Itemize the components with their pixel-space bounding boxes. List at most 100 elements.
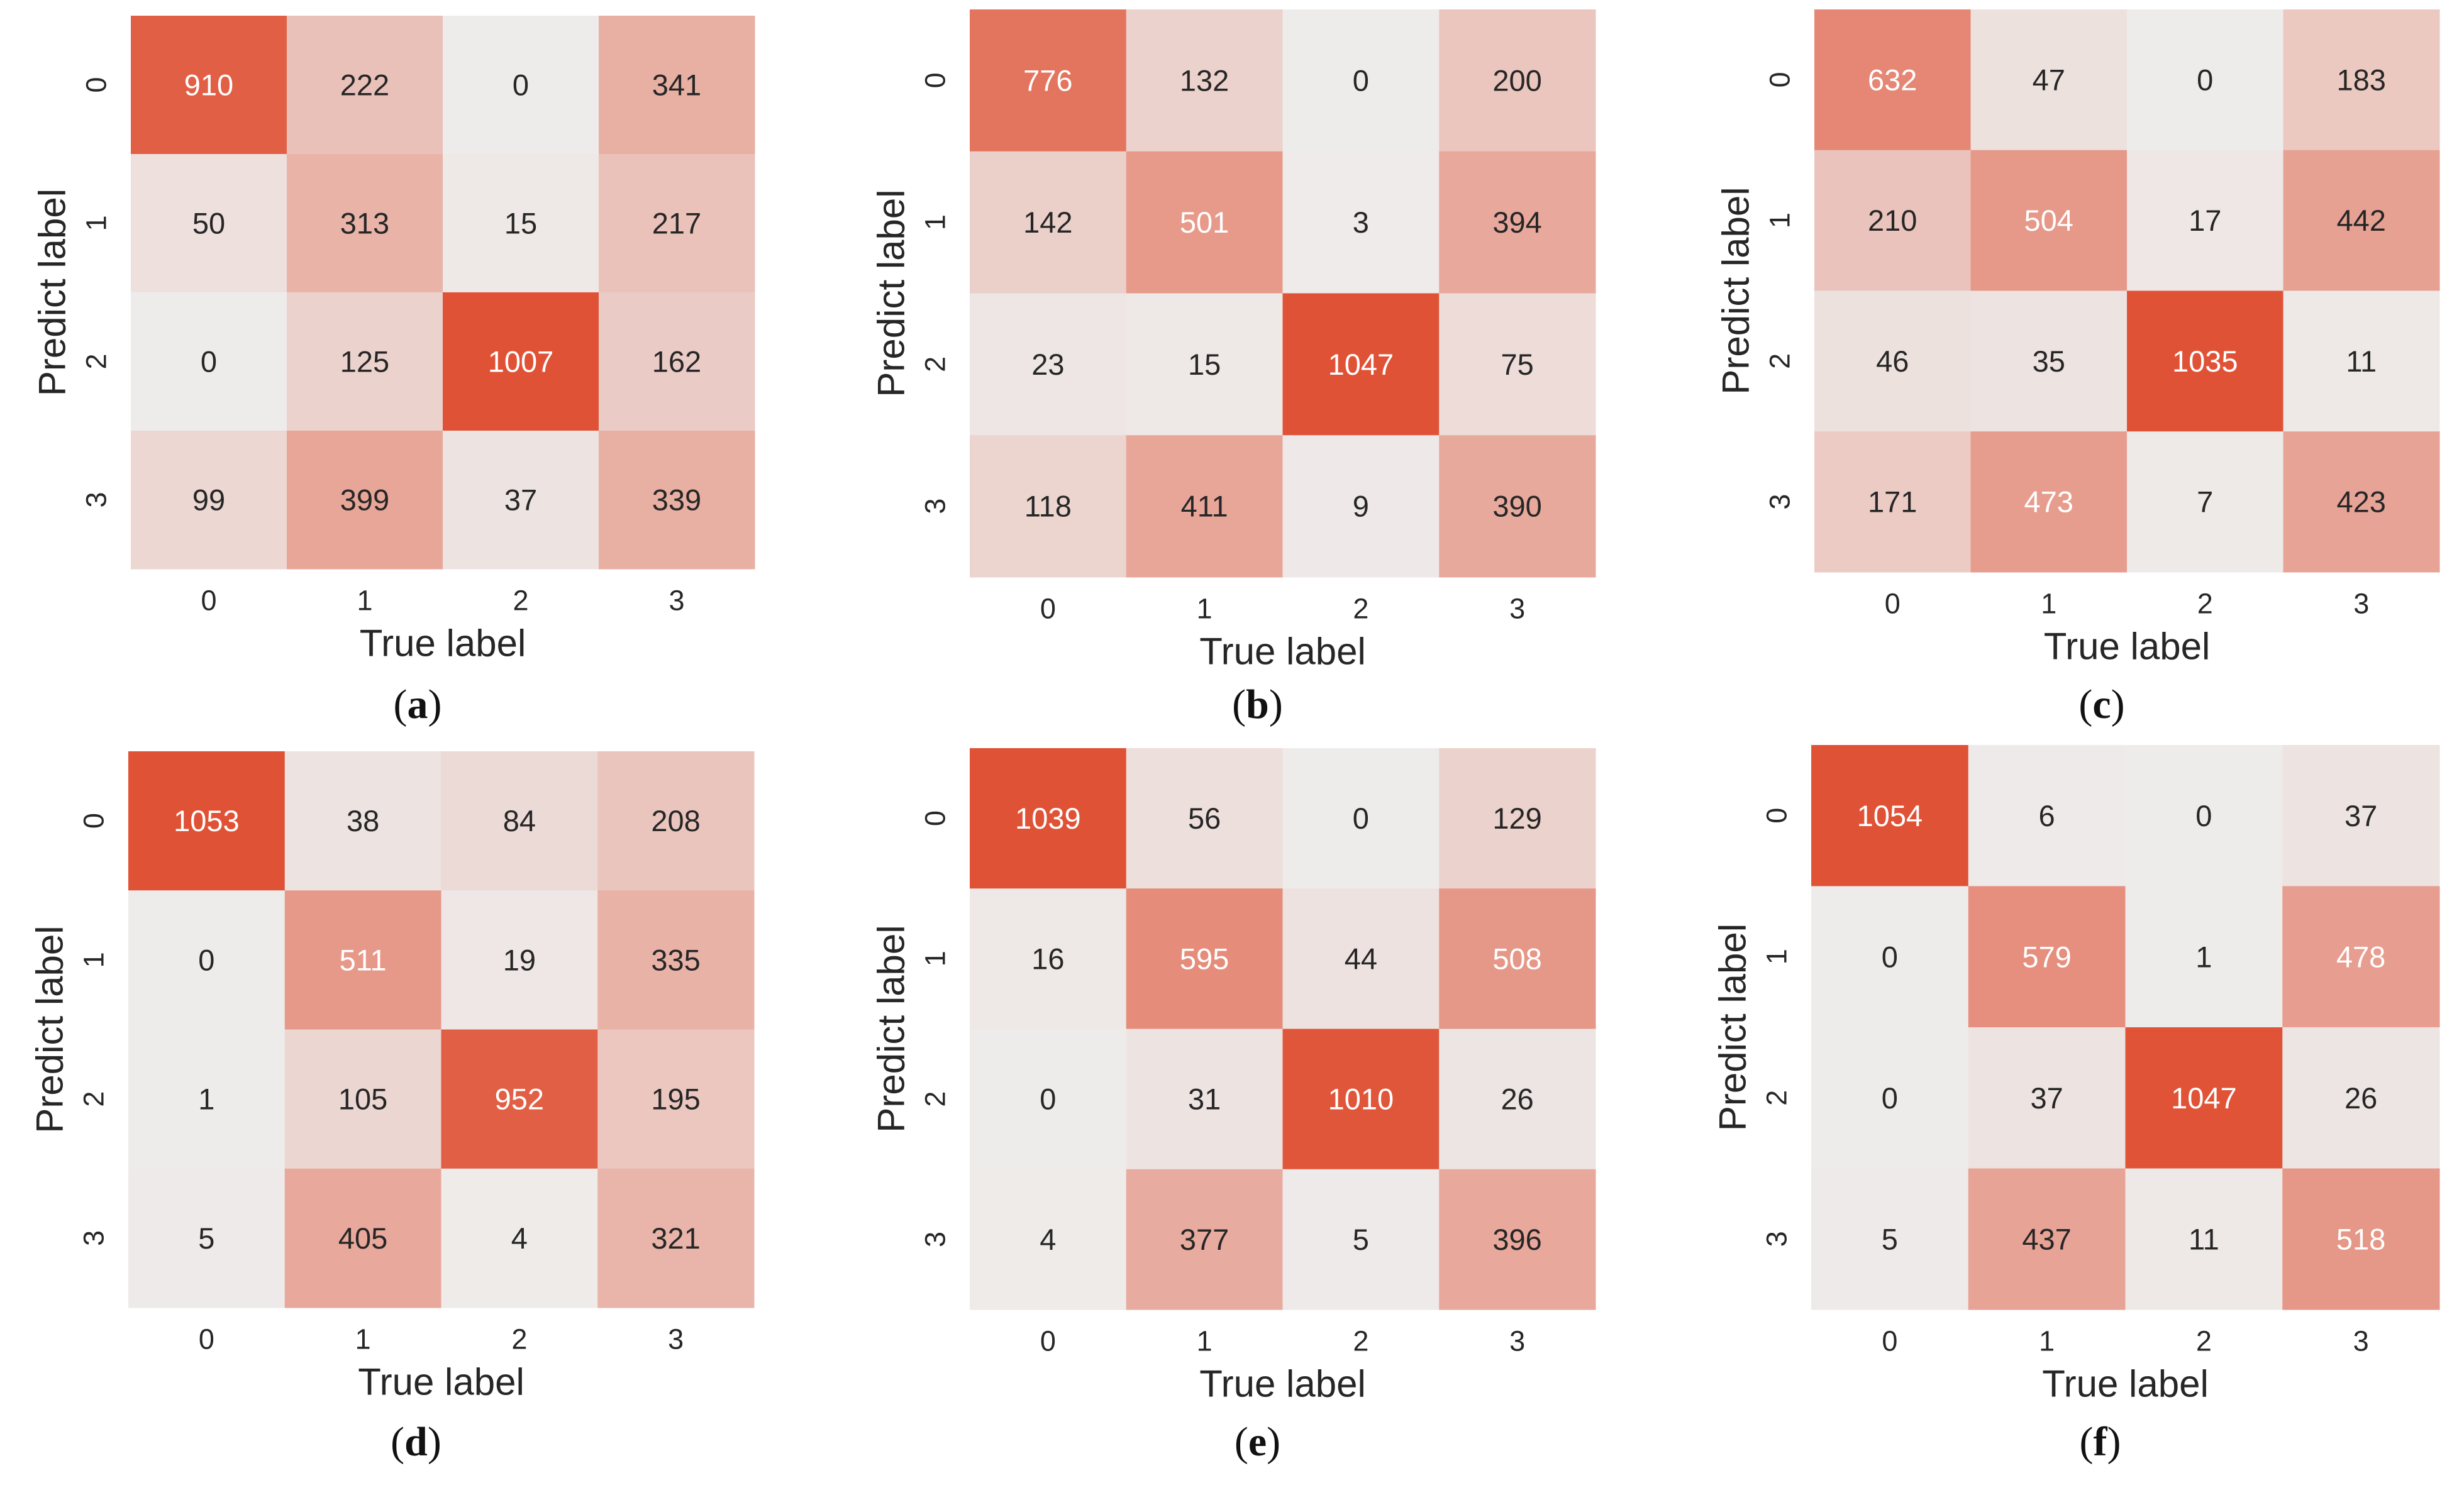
heatmap-cell [1970,9,2128,151]
y-axis-title: Predict label [1712,924,1754,1131]
cell-value-label: 222 [340,69,389,102]
cell-value-label: 377 [1180,1223,1229,1256]
heatmap-cell [599,292,755,431]
cell-value-label: 1035 [2172,345,2238,378]
heatmap-cell [131,292,287,431]
cell-value-label: 1053 [174,804,240,837]
x-axis-title: True label [358,1361,524,1403]
heatmap-cell [2282,1168,2440,1310]
heatmap-cell [1814,431,1971,573]
cell-value-label: 7 [2197,485,2213,519]
heatmap-cell [131,431,287,570]
heatmap-cell [1968,1027,2126,1169]
heatmap-cell [128,1029,286,1169]
heatmap-cell [287,154,443,293]
cell-value-label: 23 [1031,348,1064,381]
cell-value-label: 442 [2337,204,2386,237]
heatmap-cell [2283,431,2440,573]
heatmap-cell [1126,435,1283,578]
cell-value-label: 4 [511,1222,528,1255]
y-tick-label: 2 [919,1091,952,1107]
heatmap-cell [284,890,441,1030]
y-tick-label: 0 [919,72,952,88]
cell-value-label: 37 [2345,799,2377,832]
cell-value-label: 1039 [1015,802,1081,835]
heatmap-cell [443,431,599,570]
cell-value-label: 0 [1882,1081,1898,1115]
heatmap-cell [1126,151,1283,294]
x-tick-label: 2 [2196,1325,2212,1357]
cell-value-label: 910 [184,69,233,102]
cell-value-label: 313 [340,207,389,240]
heatmap-cell [2283,150,2440,291]
heatmap-cell [1814,9,1971,151]
cell-value-label: 26 [2345,1081,2377,1115]
x-tick-label: 3 [1509,1325,1525,1357]
x-tick-label: 3 [2353,1325,2369,1357]
x-tick-label: 1 [1197,1325,1213,1357]
heatmap-cell [1439,435,1596,578]
heatmap-cell [2127,431,2284,573]
heatmap-cell [1439,1169,1596,1310]
y-tick-label: 1 [78,952,110,968]
heatmap-cell [1439,151,1596,294]
heatmap-cell [441,1029,598,1169]
cell-value-label: 208 [651,804,700,837]
heatmap-cell [599,16,755,155]
heatmap-cell [597,1029,755,1169]
cell-value-label: 518 [2336,1222,2385,1255]
heatmap-cell [2283,290,2440,432]
cell-value-label: 118 [1024,490,1072,523]
x-tick-label: 1 [357,585,372,617]
cell-value-label: 473 [2024,485,2073,519]
cell-value-label: 0 [201,345,217,378]
cell-value-label: 37 [504,483,537,517]
cell-value-label: 132 [1180,63,1229,97]
y-tick-label: 2 [78,1091,110,1107]
cell-value-label: 1 [2195,940,2212,973]
x-tick-label: 3 [669,585,684,617]
cell-value-label: 405 [338,1222,387,1255]
x-tick-label: 1 [2041,588,2056,620]
heatmap-cell [1968,1168,2126,1310]
heatmap-cell [2282,745,2440,886]
heatmap-cell [443,154,599,293]
heatmap-cell [1126,888,1283,1029]
cell-value-label: 0 [1882,940,1898,973]
heatmap-cell [970,888,1127,1029]
cell-value-label: 1047 [1328,348,1394,381]
cell-value-label: 5 [1882,1222,1898,1255]
cell-value-label: 341 [652,69,701,102]
y-tick-label: 3 [78,1230,110,1246]
heatmap-cell [1126,748,1283,889]
cell-value-label: 501 [1180,206,1229,239]
cell-value-label: 11 [2346,345,2377,378]
cell-value-label: 0 [2197,63,2213,96]
cell-value-label: 394 [1492,206,1541,239]
heatmap-cell [1970,290,2128,432]
heatmap-cell [1126,1169,1283,1310]
y-tick-label: 2 [919,356,952,372]
cell-value-label: 3 [1353,206,1369,239]
heatmap-cell [1439,748,1596,889]
x-tick-label: 2 [1353,1325,1368,1357]
cell-value-label: 0 [198,943,214,976]
heatmap-cell [1968,886,2126,1028]
heatmap-cell [1439,1029,1596,1170]
x-axis-title: True label [2042,1363,2209,1405]
heatmap-cell [1282,293,1440,436]
x-axis-title: True label [360,622,526,665]
x-tick-label: 2 [2197,588,2213,620]
y-tick-label: 1 [919,214,952,230]
panel-caption: (b) [1232,682,1283,727]
cell-value-label: 5 [198,1222,214,1255]
heatmap-cell [1814,290,1971,432]
heatmap-cell [2282,886,2440,1028]
cell-value-label: 321 [651,1222,700,1255]
cell-value-label: 125 [340,345,389,378]
cell-value-label: 508 [1492,942,1541,975]
heatmap-cell [970,748,1127,889]
cell-value-label: 38 [347,804,379,837]
